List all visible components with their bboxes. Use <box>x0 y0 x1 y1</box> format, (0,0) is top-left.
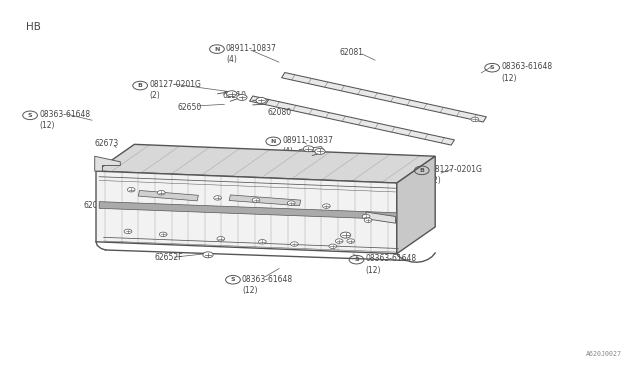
Text: S: S <box>230 277 236 282</box>
Circle shape <box>303 146 314 152</box>
Circle shape <box>329 244 337 248</box>
Polygon shape <box>366 212 396 223</box>
Text: 62210: 62210 <box>223 92 246 100</box>
Text: (12): (12) <box>501 74 516 83</box>
Circle shape <box>227 91 237 97</box>
Polygon shape <box>397 156 435 254</box>
Polygon shape <box>96 144 435 183</box>
Circle shape <box>157 190 165 195</box>
Text: 08127-0201G: 08127-0201G <box>431 165 483 174</box>
Text: (4): (4) <box>282 147 293 156</box>
Text: HB: HB <box>26 22 40 32</box>
Text: 62673: 62673 <box>95 139 119 148</box>
Text: 62081: 62081 <box>339 48 364 57</box>
Circle shape <box>362 214 370 219</box>
Text: 62050: 62050 <box>83 201 108 210</box>
Circle shape <box>214 196 221 200</box>
Circle shape <box>287 201 295 205</box>
Text: 62652F: 62652F <box>155 253 184 262</box>
Text: (12): (12) <box>39 121 54 130</box>
Text: (USA): (USA) <box>339 222 361 231</box>
Text: N: N <box>271 139 276 144</box>
Text: (12): (12) <box>365 266 381 275</box>
Circle shape <box>159 232 167 237</box>
Circle shape <box>127 187 135 192</box>
Circle shape <box>291 242 298 246</box>
Text: 08911-10837: 08911-10837 <box>226 44 276 53</box>
Circle shape <box>256 97 266 103</box>
Circle shape <box>471 117 479 122</box>
Text: 08363-61648: 08363-61648 <box>501 62 552 71</box>
Polygon shape <box>99 202 397 219</box>
Text: B: B <box>419 168 424 173</box>
Circle shape <box>124 229 132 234</box>
Polygon shape <box>250 96 454 145</box>
Text: 62050E: 62050E <box>339 211 368 219</box>
Polygon shape <box>96 171 397 254</box>
Circle shape <box>364 218 372 222</box>
Text: B: B <box>138 83 143 88</box>
Text: A620J0027: A620J0027 <box>586 351 622 357</box>
Circle shape <box>252 198 260 202</box>
Circle shape <box>259 240 266 244</box>
Circle shape <box>340 232 351 238</box>
Text: (2): (2) <box>149 92 160 100</box>
Text: 08127-0201G: 08127-0201G <box>149 80 201 89</box>
Text: S: S <box>490 65 495 70</box>
Polygon shape <box>95 156 120 171</box>
Text: 62674: 62674 <box>344 227 369 236</box>
Text: S: S <box>28 113 33 118</box>
Text: 62210A: 62210A <box>326 180 356 189</box>
Circle shape <box>237 94 247 100</box>
Text: (4): (4) <box>226 55 237 64</box>
Text: S: S <box>354 257 359 262</box>
Polygon shape <box>138 190 198 201</box>
Text: N: N <box>214 46 220 52</box>
Text: 62210C: 62210C <box>176 162 205 171</box>
Text: 08363-61648: 08363-61648 <box>39 110 90 119</box>
Text: (2): (2) <box>431 176 442 185</box>
Circle shape <box>217 237 225 241</box>
Circle shape <box>335 239 343 243</box>
Text: 08911-10837: 08911-10837 <box>282 136 333 145</box>
Text: 62080: 62080 <box>268 108 292 117</box>
Circle shape <box>203 252 213 258</box>
Text: 08363-61648: 08363-61648 <box>365 254 417 263</box>
Polygon shape <box>229 195 301 206</box>
Polygon shape <box>282 73 486 122</box>
Text: 62650: 62650 <box>178 103 202 112</box>
Text: (12): (12) <box>242 286 257 295</box>
Circle shape <box>315 148 325 154</box>
Circle shape <box>347 239 355 243</box>
Text: 08363-61648: 08363-61648 <box>242 275 293 283</box>
Text: 62211: 62211 <box>280 164 304 173</box>
Circle shape <box>323 204 330 208</box>
